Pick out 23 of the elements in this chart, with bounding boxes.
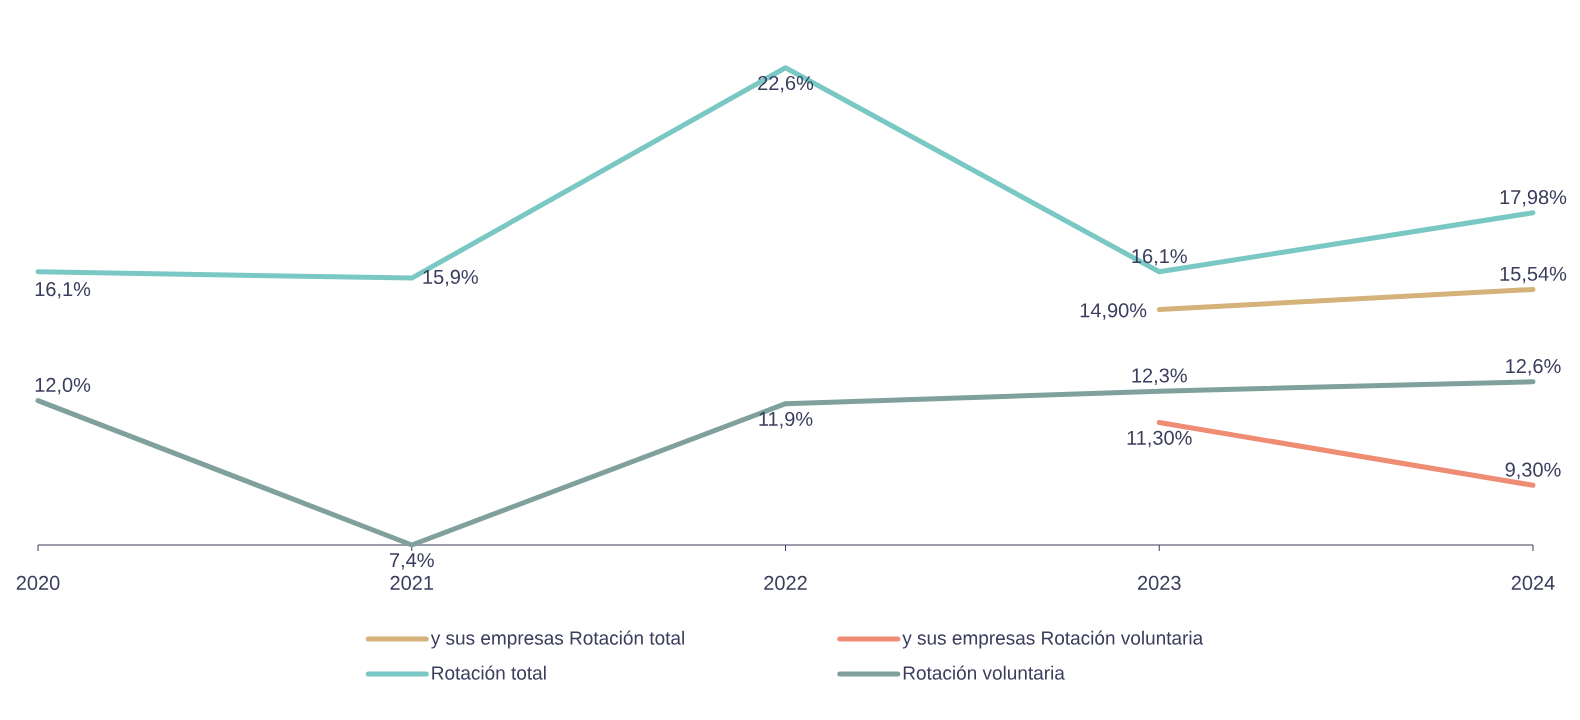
data-label: 17,98% [1500,190,1567,207]
data-label: 12,0% [35,377,91,395]
legend-label: y sus empresas Rotación voluntaria [902,630,1204,649]
legend-label: Rotación voluntaria [903,665,1065,680]
data-label: 14,90% [1080,303,1147,320]
data-label: 16,1% [35,282,91,299]
x-tick-label: 2023 [1138,575,1181,591]
data-label: 7,4% [389,553,434,570]
x-tick-label: 2021 [390,575,434,591]
data-label: 12,3% [1132,368,1187,385]
data-label: 16,1% [1132,249,1187,266]
data-label: 11,30% [1127,430,1192,448]
data-label: 15,54% [1500,266,1567,284]
data-label: 22,6% [758,75,814,93]
data-label: 9,30% [1505,462,1561,480]
data-label: 11,9% [759,411,813,429]
legend-label: y sus empresas Rotación total [430,630,684,649]
x-tick-label: 2024 [1511,575,1555,591]
legend-label: Rotación total [432,665,546,680]
x-tick-label: 2020 [16,575,60,591]
data-label: 12,6% [1506,359,1561,376]
x-tick-label: 2022 [764,575,807,591]
data-label: 15,9% [423,269,478,287]
